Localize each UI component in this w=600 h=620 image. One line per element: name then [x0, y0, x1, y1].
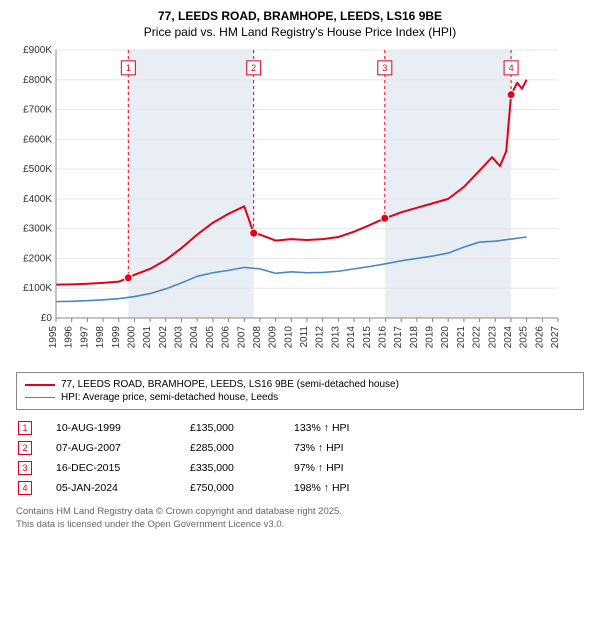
x-tick-label: 2026: [534, 326, 545, 349]
x-tick-label: 2004: [189, 326, 200, 349]
y-tick-label: £0: [41, 313, 53, 324]
y-tick-label: £900K: [23, 45, 52, 56]
sale-price: £285,000: [190, 442, 270, 454]
y-tick-label: £100K: [23, 284, 52, 295]
sale-row-marker: 3: [18, 461, 32, 475]
legend-swatch: [25, 384, 55, 386]
x-tick-label: 2016: [377, 326, 388, 349]
x-tick-label: 2013: [330, 326, 341, 349]
x-tick-label: 2014: [346, 326, 357, 349]
y-tick-label: £500K: [23, 164, 52, 175]
footer: Contains HM Land Registry data © Crown c…: [16, 506, 584, 531]
sale-hpi: 97% ↑ HPI: [294, 462, 394, 474]
sale-hpi: 198% ↑ HPI: [294, 482, 394, 494]
sale-point: [381, 215, 389, 223]
legend-item: HPI: Average price, semi-detached house,…: [25, 392, 575, 403]
chart-area: £0 £100K £200K £300K £400K £500K £600K £700K £80…: [10, 44, 590, 364]
legend-label: 77, LEEDS ROAD, BRAMHOPE, LEEDS, LS16 9B…: [61, 379, 399, 390]
legend-label: HPI: Average price, semi-detached house,…: [61, 392, 278, 403]
y-tick-label: £600K: [23, 135, 52, 146]
sale-marker-number: 3: [382, 63, 387, 73]
ownership-band: [385, 50, 511, 318]
x-tick-label: 1996: [64, 326, 75, 349]
sale-row-marker: 4: [18, 481, 32, 495]
x-tick-label: 2001: [142, 326, 153, 349]
x-tick-label: 2024: [503, 326, 514, 349]
x-tick-label: 2021: [456, 326, 467, 349]
sale-date: 05-JAN-2024: [56, 482, 166, 494]
sale-point: [124, 274, 132, 282]
x-tick-label: 2010: [283, 326, 294, 349]
legend: 77, LEEDS ROAD, BRAMHOPE, LEEDS, LS16 9B…: [16, 372, 584, 410]
x-tick-label: 2006: [221, 326, 232, 349]
x-tick-label: 2009: [268, 326, 279, 349]
x-tick-label: 2019: [425, 326, 436, 349]
x-tick-label: 2000: [126, 326, 137, 349]
x-tick-label: 2027: [550, 326, 561, 349]
x-tick-label: 1995: [48, 326, 59, 349]
x-tick-label: 2008: [252, 326, 263, 349]
sale-date: 07-AUG-2007: [56, 442, 166, 454]
sale-marker-number: 4: [509, 63, 514, 73]
x-tick-label: 2023: [487, 326, 498, 349]
x-tick-label: 2012: [315, 326, 326, 349]
x-tick-label: 2007: [236, 326, 247, 349]
sale-row-marker: 1: [18, 421, 32, 435]
y-tick-label: £400K: [23, 194, 52, 205]
x-tick-label: 2020: [440, 326, 451, 349]
x-tick-label: 2017: [393, 326, 404, 349]
y-tick-label: £700K: [23, 105, 52, 116]
y-tick-label: £200K: [23, 254, 52, 265]
sale-date: 16-DEC-2015: [56, 462, 166, 474]
title-address: 77, LEEDS ROAD, BRAMHOPE, LEEDS, LS16 9B…: [10, 8, 590, 24]
title-subtitle: Price paid vs. HM Land Registry's House …: [10, 24, 590, 40]
title-block: 77, LEEDS ROAD, BRAMHOPE, LEEDS, LS16 9B…: [10, 8, 590, 40]
x-tick-label: 1999: [111, 326, 122, 349]
y-tick-label: £300K: [23, 224, 52, 235]
sale-hpi: 73% ↑ HPI: [294, 442, 394, 454]
x-tick-label: 2005: [205, 326, 216, 349]
sale-row: 1 10-AUG-1999 £135,000 133% ↑ HPI: [16, 418, 584, 438]
chart-svg: £0 £100K £200K £300K £400K £500K £600K £700K £80…: [10, 44, 570, 364]
sale-row-marker: 2: [18, 441, 32, 455]
x-tick-label: 2015: [362, 326, 373, 349]
sale-row: 4 05-JAN-2024 £750,000 198% ↑ HPI: [16, 478, 584, 498]
x-tick-label: 2003: [174, 326, 185, 349]
y-tick-label: £800K: [23, 75, 52, 86]
sale-row: 3 16-DEC-2015 £335,000 97% ↑ HPI: [16, 458, 584, 478]
sale-marker-number: 1: [126, 63, 131, 73]
sale-marker-number: 2: [251, 63, 256, 73]
sale-point: [507, 91, 515, 99]
sales-table: 1 10-AUG-1999 £135,000 133% ↑ HPI 2 07-AUG-20…: [16, 418, 584, 498]
x-tick-label: 2011: [299, 326, 310, 348]
sale-row: 2 07-AUG-2007 £285,000 73% ↑ HPI: [16, 438, 584, 458]
sale-price: £335,000: [190, 462, 270, 474]
x-tick-label: 1997: [79, 326, 90, 349]
legend-item: 77, LEEDS ROAD, BRAMHOPE, LEEDS, LS16 9B…: [25, 379, 575, 390]
x-tick-label: 2002: [158, 326, 169, 349]
sale-price: £750,000: [190, 482, 270, 494]
x-tick-label: 2025: [519, 326, 530, 349]
sale-price: £135,000: [190, 422, 270, 434]
sale-date: 10-AUG-1999: [56, 422, 166, 434]
sale-point: [250, 230, 258, 238]
legend-swatch: [25, 397, 55, 398]
ownership-band: [128, 50, 253, 318]
chart-container: 77, LEEDS ROAD, BRAMHOPE, LEEDS, LS16 9B…: [0, 0, 600, 620]
x-tick-label: 2018: [409, 326, 420, 349]
footer-line1: Contains HM Land Registry data © Crown c…: [16, 506, 584, 518]
x-tick-label: 1998: [95, 326, 106, 349]
sale-hpi: 133% ↑ HPI: [294, 422, 394, 434]
footer-line2: This data is licensed under the Open Gov…: [16, 519, 584, 531]
x-tick-label: 2022: [472, 326, 483, 349]
